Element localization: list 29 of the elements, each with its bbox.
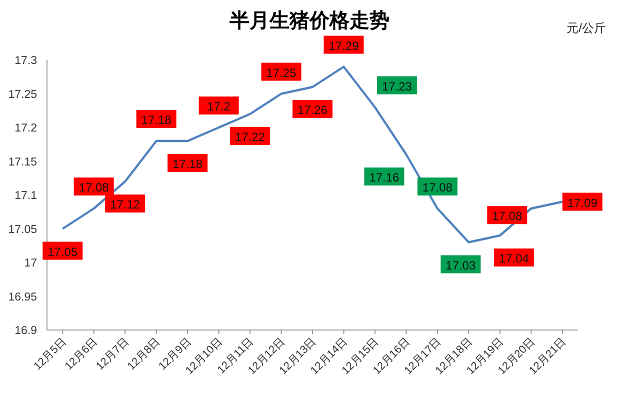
data-label: 17.25 [266, 66, 297, 80]
data-label: 17.04 [498, 252, 530, 266]
data-label: 17.2 [207, 100, 231, 114]
data-label: 17.18 [172, 157, 203, 171]
data-label: 17.08 [492, 209, 522, 224]
chart-title: 半月生猪价格走势 [228, 10, 390, 32]
y-tick-label: 17.2 [14, 122, 37, 134]
y-tick-label: 17.3 [14, 55, 37, 67]
data-label: 17.29 [328, 38, 360, 53]
data-label: 17.22 [235, 130, 266, 144]
line-series [62, 66, 564, 244]
y-tick-label: 17 [24, 258, 37, 270]
y-tick-label: 17.25 [8, 88, 37, 101]
data-label: 17.12 [110, 198, 140, 212]
data-label: 17.16 [369, 170, 400, 184]
data-label: 17.08 [422, 180, 453, 194]
y-tick-label: 17.15 [8, 156, 37, 168]
y-tick-label: 16.95 [8, 291, 37, 304]
data-label: 17.08 [78, 180, 110, 194]
data-label: 17.26 [297, 103, 328, 117]
y-tick-label: 17.05 [8, 224, 37, 236]
data-label: 17.05 [48, 244, 78, 259]
data-label: 17.18 [141, 113, 172, 127]
data-label: 17.03 [446, 258, 476, 272]
data-label: 17.09 [567, 196, 598, 210]
y-tick-label: 16.9 [14, 325, 37, 337]
y-tick-label: 17.1 [14, 190, 37, 202]
text: 元/公斤 [566, 21, 606, 35]
data-label: 17.23 [382, 79, 412, 94]
